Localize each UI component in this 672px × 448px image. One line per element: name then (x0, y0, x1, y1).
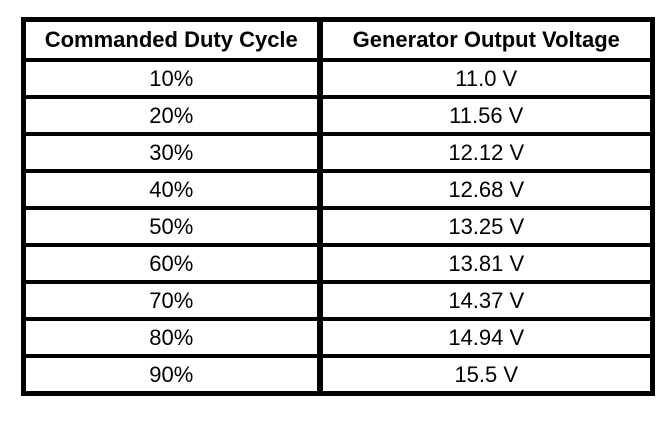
duty-cycle-cell: 40% (21, 169, 322, 210)
table-row: 60% 13.81 V (21, 243, 655, 284)
table-row: 50% 13.25 V (21, 206, 655, 247)
table-row: 30% 12.12 V (21, 132, 655, 173)
table-row: 10% 11.0 V (21, 58, 655, 99)
output-voltage-cell: 15.5 V (316, 354, 655, 396)
table-row: 70% 14.37 V (21, 280, 655, 321)
duty-cycle-cell: 30% (21, 132, 322, 173)
header-row: Commanded Duty Cycle Generator Output Vo… (21, 17, 655, 62)
table-row: 20% 11.56 V (21, 95, 655, 136)
duty-cycle-cell: 50% (21, 206, 322, 247)
output-voltage-cell: 11.56 V (316, 95, 655, 136)
output-voltage-cell: 11.0 V (316, 58, 655, 99)
table-header: Commanded Duty Cycle Generator Output Vo… (21, 17, 655, 62)
duty-cycle-voltage-table: Commanded Duty Cycle Generator Output Vo… (21, 17, 655, 396)
duty-cycle-cell: 20% (21, 95, 322, 136)
table-row: 80% 14.94 V (21, 317, 655, 358)
col-header-commanded-duty-cycle: Commanded Duty Cycle (21, 17, 322, 62)
duty-cycle-cell: 80% (21, 317, 322, 358)
output-voltage-cell: 13.25 V (316, 206, 655, 247)
table-row: 40% 12.68 V (21, 169, 655, 210)
output-voltage-cell: 14.37 V (316, 280, 655, 321)
table-row: 90% 15.5 V (21, 354, 655, 396)
output-voltage-cell: 14.94 V (316, 317, 655, 358)
duty-cycle-cell: 90% (21, 354, 322, 396)
duty-cycle-cell: 60% (21, 243, 322, 284)
output-voltage-cell: 12.68 V (316, 169, 655, 210)
output-voltage-cell: 12.12 V (316, 132, 655, 173)
col-header-generator-output-voltage: Generator Output Voltage (316, 17, 655, 62)
duty-cycle-cell: 10% (21, 58, 322, 99)
duty-cycle-cell: 70% (21, 280, 322, 321)
output-voltage-cell: 13.81 V (316, 243, 655, 284)
